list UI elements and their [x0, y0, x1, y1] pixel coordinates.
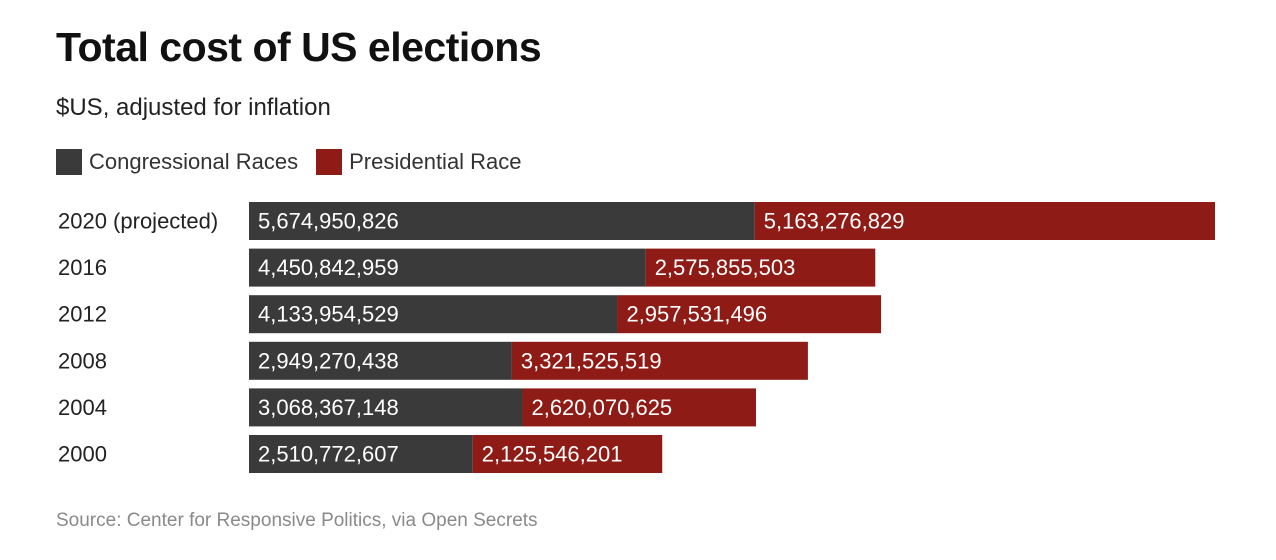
- legend-item-congressional: Congressional Races: [56, 149, 298, 175]
- bar-presidential-2016: [645, 248, 876, 287]
- bar-congressional-2020-projected: [249, 202, 755, 240]
- data-label-congressional-2016: 4,450,842,959: [258, 255, 399, 280]
- chart-subtitle: $US, adjusted for inflation: [56, 94, 331, 121]
- data-label-congressional-2020-projected: 5,674,950,826: [258, 209, 399, 234]
- bar-congressional-2008: [249, 341, 512, 380]
- data-label-congressional-2000: 2,510,772,607: [258, 442, 399, 467]
- data-label-presidential-2012: 2,957,531,496: [626, 302, 767, 327]
- bar-presidential-2020-projected: [754, 202, 1215, 240]
- legend: Congressional Races Presidential Race: [56, 146, 540, 178]
- data-label-presidential-2000: 2,125,546,201: [482, 442, 623, 467]
- bar-congressional-2016: [249, 248, 646, 287]
- data-label-presidential-2020-projected: 5,163,276,829: [764, 209, 905, 234]
- data-label-congressional-2008: 2,949,270,438: [258, 348, 399, 373]
- legend-label-presidential: Presidential Race: [349, 149, 522, 174]
- category-label-2004: 2004: [58, 395, 107, 420]
- chart-title: Total cost of US elections: [56, 24, 542, 70]
- data-label-congressional-2004: 3,068,367,148: [258, 395, 399, 420]
- legend-item-presidential: Presidential Race: [316, 149, 522, 175]
- legend-swatch-congressional: [56, 149, 82, 175]
- category-label-2000: 2000: [58, 442, 107, 467]
- legend-label-congressional: Congressional Races: [89, 149, 299, 174]
- data-label-presidential-2008: 3,321,525,519: [521, 348, 662, 373]
- bar-congressional-2004: [249, 388, 523, 427]
- legend-swatch-presidential: [316, 149, 343, 175]
- bar-congressional-2000: [249, 435, 473, 473]
- bar-presidential-2008: [511, 341, 808, 380]
- bar-presidential-2004: [522, 388, 757, 427]
- source-note: Source: Center for Responsive Politics, …: [56, 510, 538, 531]
- data-label-presidential-2004: 2,620,070,625: [531, 395, 672, 420]
- data-label-presidential-2016: 2,575,855,503: [655, 255, 796, 280]
- data-label-congressional-2012: 4,133,954,529: [258, 302, 399, 327]
- category-label-2008: 2008: [58, 348, 107, 373]
- bar-congressional-2012: [249, 295, 618, 334]
- bar-chart: 2020 (projected) 5,674,950,826 5,163,276,8…: [58, 202, 1215, 473]
- category-label-2016: 2016: [58, 255, 107, 280]
- category-label-2020-projected: 2020 (projected): [58, 209, 218, 234]
- bar-presidential-2000: [472, 435, 663, 473]
- bar-presidential-2012: [617, 295, 882, 334]
- category-label-2012: 2012: [58, 302, 107, 327]
